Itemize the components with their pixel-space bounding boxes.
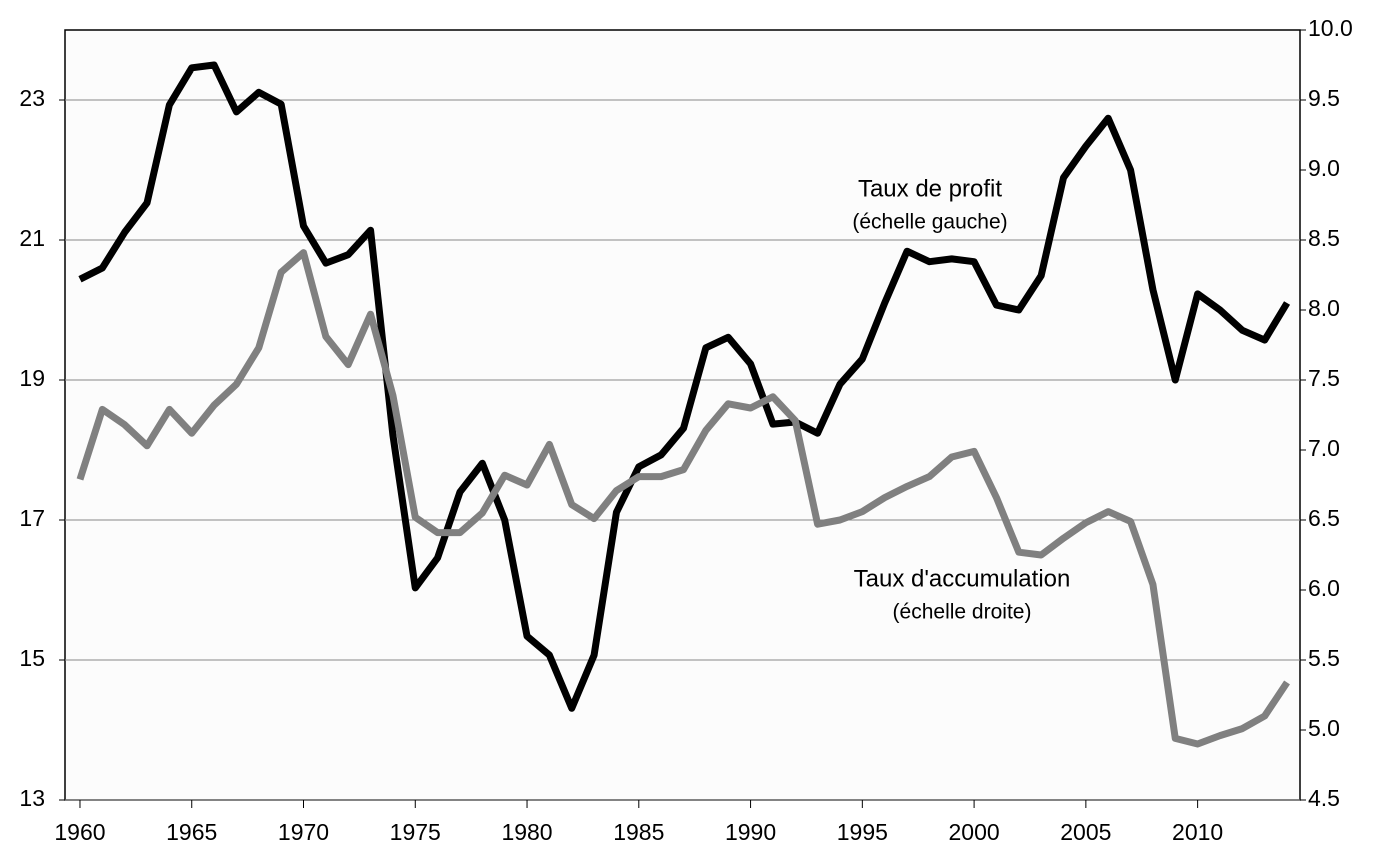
y-tick-label: 19 xyxy=(19,365,45,391)
x-tick-label: 2010 xyxy=(1172,819,1223,845)
x-tick-label: 2005 xyxy=(1060,819,1111,845)
annotation-sub: (échelle gauche) xyxy=(852,211,1007,234)
series-line xyxy=(78,61,1291,712)
annotation: Taux d'accumulation xyxy=(854,565,1071,592)
y-tick-label: 13 xyxy=(19,785,45,811)
y2-tick-label: 9.5 xyxy=(1308,85,1340,111)
y-tick-label: 15 xyxy=(19,645,45,671)
plot-area xyxy=(64,29,1301,801)
x-tick-label: 2000 xyxy=(949,819,1000,845)
y2-tick-label: 9.0 xyxy=(1308,155,1340,181)
y2-tick-label: 8.0 xyxy=(1308,295,1340,321)
series-line xyxy=(76,249,1290,748)
annotation: Taux de profit xyxy=(858,175,1002,202)
y-tick-label: 17 xyxy=(19,505,45,531)
y2-tick-label: 4.5 xyxy=(1308,785,1340,811)
y2-tick-label: 5.5 xyxy=(1308,645,1340,671)
x-tick-label: 1960 xyxy=(54,819,105,845)
x-tick-label: 1975 xyxy=(390,819,441,845)
y-tick-label: 21 xyxy=(19,225,45,251)
y2-tick-label: 5.0 xyxy=(1308,715,1340,741)
y-tick-label: 23 xyxy=(19,85,45,111)
x-tick-label: 1980 xyxy=(501,819,552,845)
y2-tick-label: 6.5 xyxy=(1308,505,1340,531)
y2-tick-label: 10.0 xyxy=(1308,15,1353,41)
x-tick-label: 1970 xyxy=(278,819,329,845)
annotation-sub: (échelle droite) xyxy=(893,601,1032,624)
y2-tick-label: 8.5 xyxy=(1308,225,1340,251)
x-tick-label: 1995 xyxy=(837,819,888,845)
x-tick-label: 1985 xyxy=(613,819,664,845)
x-tick-label: 1965 xyxy=(166,819,217,845)
y2-tick-label: 7.0 xyxy=(1308,435,1340,461)
y2-tick-label: 6.0 xyxy=(1308,575,1340,601)
x-tick-label: 1990 xyxy=(725,819,776,845)
y2-tick-label: 7.5 xyxy=(1308,365,1340,391)
